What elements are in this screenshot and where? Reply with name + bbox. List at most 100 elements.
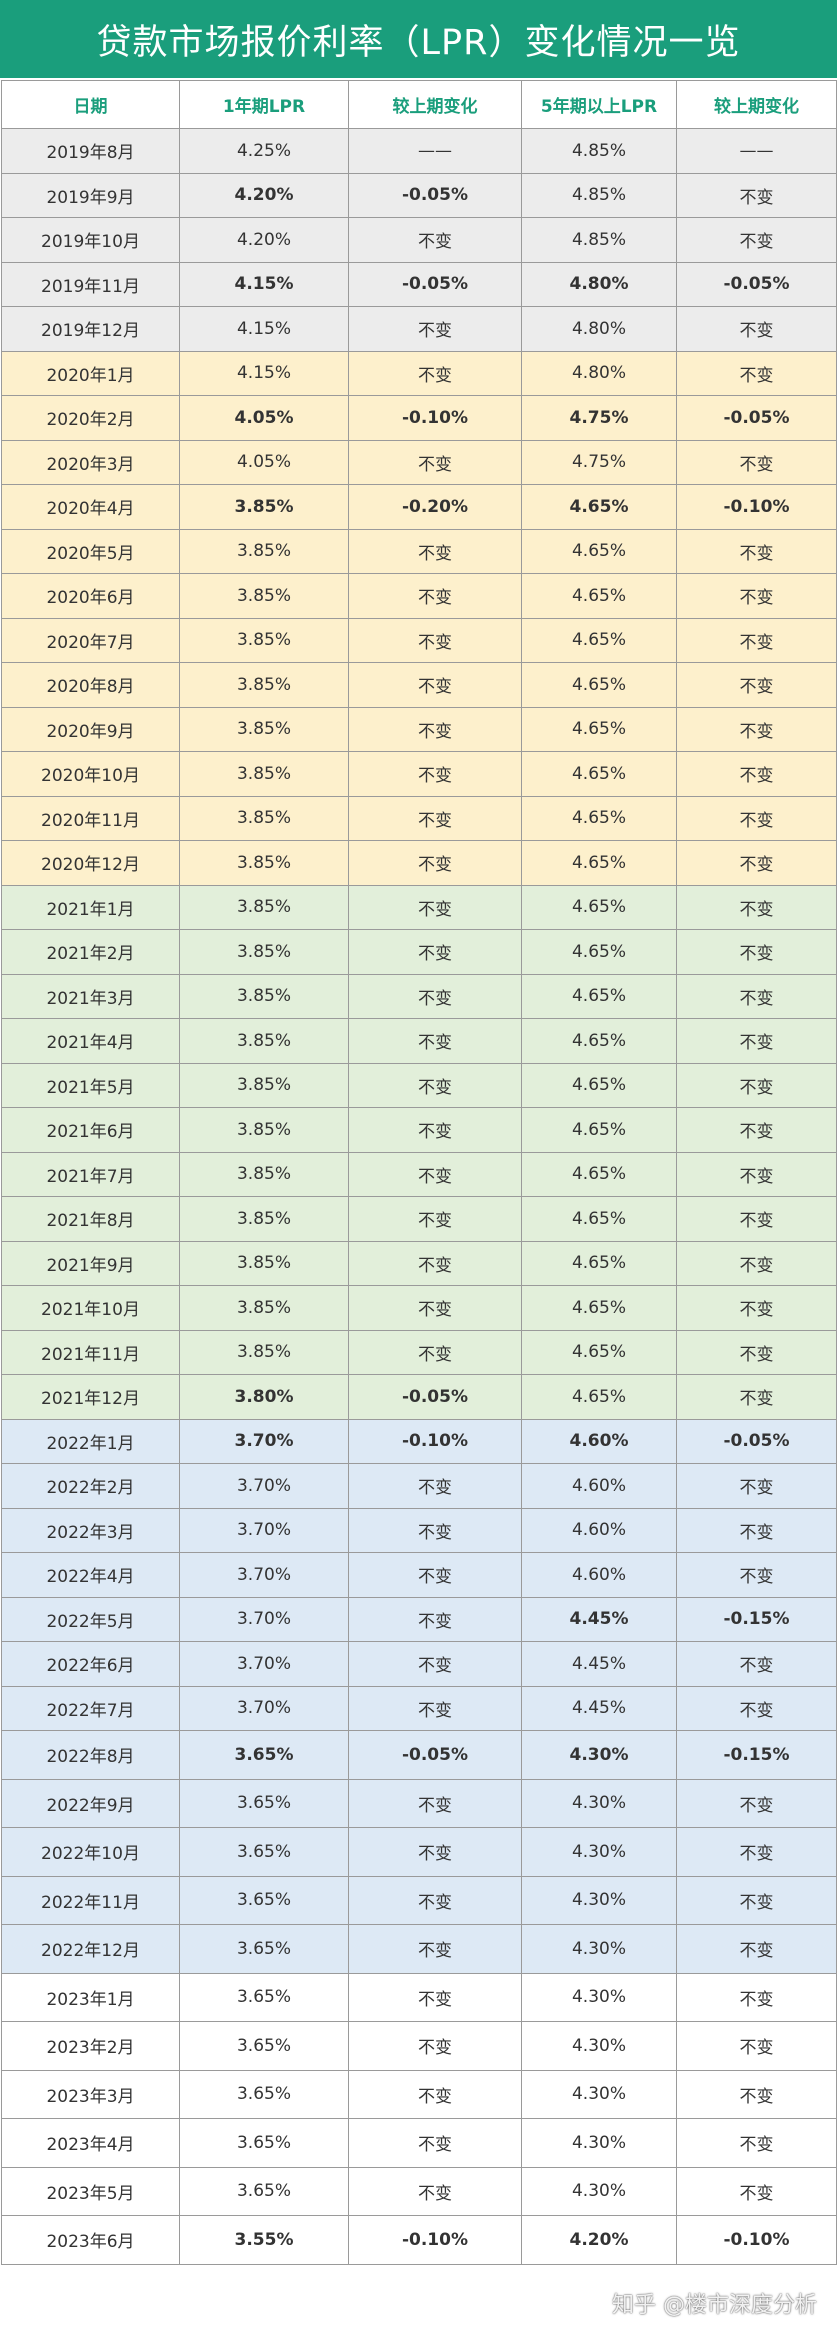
cell-1y-lpr: 4.20% <box>179 217 349 263</box>
cell-1y-change: 不变 <box>348 929 522 975</box>
table-row: 2020年11月 3.85% 不变 4.65% 不变 <box>1 795 837 841</box>
cell-5y-lpr: 4.65% <box>521 1151 677 1197</box>
cell-5y-lpr: 4.65% <box>521 662 677 708</box>
cell-1y-change: 不变 <box>348 2118 522 2168</box>
cell-1y-lpr: 3.55% <box>179 2215 349 2265</box>
cell-5y-change: 不变 <box>676 1924 837 1974</box>
cell-5y-change: -0.15% <box>676 1596 837 1642</box>
cell-1y-change: 不变 <box>348 706 522 752</box>
cell-date: 2020年7月 <box>1 617 180 663</box>
cell-1y-lpr: 3.65% <box>179 2069 349 2119</box>
cell-date: 2021年6月 <box>1 1107 180 1153</box>
page-title: 贷款市场报价利率（LPR）变化情况一览 <box>96 22 741 63</box>
cell-date: 2022年9月 <box>1 1778 180 1828</box>
cell-1y-change: 不变 <box>348 1552 522 1598</box>
cell-5y-change: 不变 <box>676 350 837 396</box>
table-row: 2020年8月 3.85% 不变 4.65% 不变 <box>1 662 837 708</box>
cell-1y-lpr: 4.25% <box>179 128 349 174</box>
table-row: 2021年2月 3.85% 不变 4.65% 不变 <box>1 929 837 975</box>
cell-5y-lpr: 4.80% <box>521 306 677 352</box>
cell-5y-change: 不变 <box>676 1329 837 1375</box>
cell-1y-lpr: 3.85% <box>179 1062 349 1108</box>
cell-5y-change: 不变 <box>676 1507 837 1553</box>
cell-5y-change: 不变 <box>676 217 837 263</box>
cell-date: 2022年10月 <box>1 1827 180 1877</box>
cell-5y-lpr: 4.30% <box>521 1778 677 1828</box>
table-row: 2021年5月 3.85% 不变 4.65% 不变 <box>1 1062 837 1108</box>
cell-1y-change: 不变 <box>348 884 522 930</box>
cell-date: 2023年6月 <box>1 2215 180 2265</box>
cell-5y-change: 不变 <box>676 1641 837 1687</box>
cell-5y-lpr: 4.80% <box>521 350 677 396</box>
cell-1y-lpr: 3.65% <box>179 1875 349 1925</box>
cell-5y-change: 不变 <box>676 1018 837 1064</box>
cell-1y-change: 不变 <box>348 1641 522 1687</box>
cell-5y-lpr: 4.65% <box>521 795 677 841</box>
cell-5y-lpr: 4.85% <box>521 217 677 263</box>
table-row: 2021年10月 3.85% 不变 4.65% 不变 <box>1 1285 837 1331</box>
cell-5y-lpr: 4.75% <box>521 395 677 441</box>
cell-date: 2021年12月 <box>1 1374 180 1420</box>
cell-date: 2019年9月 <box>1 172 180 218</box>
cell-1y-lpr: 3.65% <box>179 1972 349 2022</box>
cell-5y-lpr: 4.30% <box>521 1875 677 1925</box>
cell-1y-lpr: 3.85% <box>179 1240 349 1286</box>
cell-date: 2022年2月 <box>1 1463 180 1509</box>
lpr-table: 日期 1年期LPR 较上期变化 5年期以上LPR 较上期变化 2019年8月 4.… <box>1 80 837 2265</box>
cell-1y-lpr: 3.85% <box>179 573 349 619</box>
cell-5y-change: 不变 <box>676 1196 837 1242</box>
table-header-row: 日期 1年期LPR 较上期变化 5年期以上LPR 较上期变化 <box>1 80 837 129</box>
cell-5y-lpr: 4.30% <box>521 1924 677 1974</box>
table-row: 2022年12月 3.65% 不变 4.30% 不变 <box>1 1924 837 1974</box>
table-row: 2019年8月 4.25% —— 4.85% —— <box>1 128 837 174</box>
cell-1y-lpr: 3.85% <box>179 973 349 1019</box>
cell-5y-lpr: 4.65% <box>521 751 677 797</box>
cell-5y-change: 不变 <box>676 1062 837 1108</box>
cell-5y-lpr: 4.65% <box>521 929 677 975</box>
cell-5y-change: 不变 <box>676 1107 837 1153</box>
cell-5y-change: -0.05% <box>676 1418 837 1464</box>
cell-1y-lpr: 3.70% <box>179 1596 349 1642</box>
cell-date: 2021年2月 <box>1 929 180 975</box>
cell-date: 2021年10月 <box>1 1285 180 1331</box>
table-row: 2020年7月 3.85% 不变 4.65% 不变 <box>1 617 837 663</box>
cell-1y-change: 不变 <box>348 1018 522 1064</box>
cell-1y-change: 不变 <box>348 1151 522 1197</box>
cell-1y-change: 不变 <box>348 350 522 396</box>
table-row: 2020年10月 3.85% 不变 4.65% 不变 <box>1 751 837 797</box>
cell-1y-change: 不变 <box>348 1875 522 1925</box>
table-row: 2022年7月 3.70% 不变 4.45% 不变 <box>1 1685 837 1731</box>
cell-1y-lpr: 3.85% <box>179 840 349 886</box>
cell-5y-change: 不变 <box>676 1827 837 1877</box>
cell-5y-lpr: 4.65% <box>521 528 677 574</box>
table-row: 2022年10月 3.65% 不变 4.30% 不变 <box>1 1827 837 1877</box>
table-row: 2022年11月 3.65% 不变 4.30% 不变 <box>1 1875 837 1925</box>
table-row: 2019年10月 4.20% 不变 4.85% 不变 <box>1 217 837 263</box>
title-bar: 贷款市场报价利率（LPR）变化情况一览 <box>0 0 837 80</box>
cell-5y-change: —— <box>676 128 837 174</box>
cell-1y-lpr: 3.65% <box>179 2166 349 2216</box>
cell-1y-change: -0.05% <box>348 1374 522 1420</box>
cell-1y-change: -0.05% <box>348 261 522 307</box>
cell-5y-change: 不变 <box>676 795 837 841</box>
cell-date: 2020年4月 <box>1 484 180 530</box>
table-row: 2022年9月 3.65% 不变 4.30% 不变 <box>1 1778 837 1828</box>
cell-5y-lpr: 4.65% <box>521 617 677 663</box>
cell-5y-change: 不变 <box>676 929 837 975</box>
table-row: 2022年1月 3.70% -0.10% 4.60% -0.05% <box>1 1418 837 1464</box>
cell-5y-lpr: 4.85% <box>521 172 677 218</box>
table-row: 2022年3月 3.70% 不变 4.60% 不变 <box>1 1507 837 1553</box>
cell-1y-change: 不变 <box>348 840 522 886</box>
cell-date: 2022年3月 <box>1 1507 180 1553</box>
cell-5y-change: -0.05% <box>676 395 837 441</box>
cell-1y-lpr: 3.85% <box>179 1329 349 1375</box>
cell-date: 2023年2月 <box>1 2021 180 2071</box>
cell-1y-change: -0.05% <box>348 1730 522 1780</box>
cell-1y-lpr: 3.70% <box>179 1552 349 1598</box>
header-date: 日期 <box>1 80 180 129</box>
cell-1y-change: 不变 <box>348 306 522 352</box>
cell-5y-change: 不变 <box>676 662 837 708</box>
cell-5y-lpr: 4.30% <box>521 2166 677 2216</box>
table-row: 2021年6月 3.85% 不变 4.65% 不变 <box>1 1107 837 1153</box>
cell-date: 2020年11月 <box>1 795 180 841</box>
